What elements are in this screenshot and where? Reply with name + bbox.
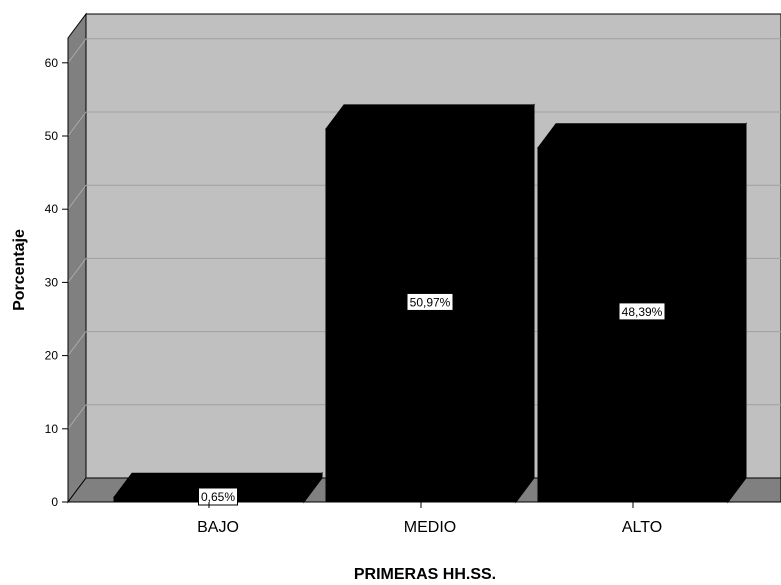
data-label-text: 0,65% — [201, 490, 235, 504]
bar-front — [325, 128, 517, 503]
y-tick-label: 10 — [45, 422, 59, 436]
bar-top — [325, 104, 535, 130]
x-category-label: ALTO — [622, 519, 662, 536]
data-label: 48,39% — [618, 302, 666, 321]
side-gridline — [67, 331, 87, 356]
y-tick-label: 30 — [45, 275, 59, 289]
data-label-text: 48,39% — [622, 305, 663, 319]
bar-side — [515, 103, 535, 504]
data-label: 0,65% — [198, 487, 238, 506]
x-axis-title: PRIMERAS HH.SS. — [354, 566, 496, 583]
chart-side-wall — [67, 12, 87, 504]
x-axis-categories: BAJO MEDIO ALTO — [197, 502, 662, 536]
bar-front — [537, 147, 729, 503]
data-label-box — [198, 487, 238, 506]
side-gridline — [67, 404, 87, 430]
side-gridline — [67, 258, 87, 283]
y-tick-label: 50 — [45, 129, 59, 143]
side-gridline — [67, 184, 87, 210]
side-gridline — [67, 38, 87, 64]
y-tick-label: 20 — [45, 349, 59, 363]
y-tick-label: 60 — [45, 56, 59, 70]
data-labels: 0,65% 50,97% 48,39% — [198, 292, 666, 506]
bar-side — [727, 122, 747, 504]
y-tick-label: 0 — [51, 495, 58, 509]
bar — [537, 122, 747, 504]
data-label-box — [618, 302, 666, 321]
bar — [325, 103, 535, 504]
x-category-label: MEDIO — [404, 519, 456, 536]
data-label-box — [406, 292, 454, 311]
y-tick-label: 40 — [45, 202, 59, 216]
y-axis-ticks: 0 10 20 30 40 50 60 — [45, 56, 68, 509]
data-label: 50,97% — [406, 292, 454, 311]
bar-top — [537, 123, 747, 149]
y-axis-title: Porcentaje — [11, 229, 28, 311]
data-label-text: 50,97% — [410, 295, 451, 309]
side-gridline — [67, 111, 87, 137]
x-category-label: BAJO — [197, 519, 239, 536]
bars — [113, 103, 747, 504]
